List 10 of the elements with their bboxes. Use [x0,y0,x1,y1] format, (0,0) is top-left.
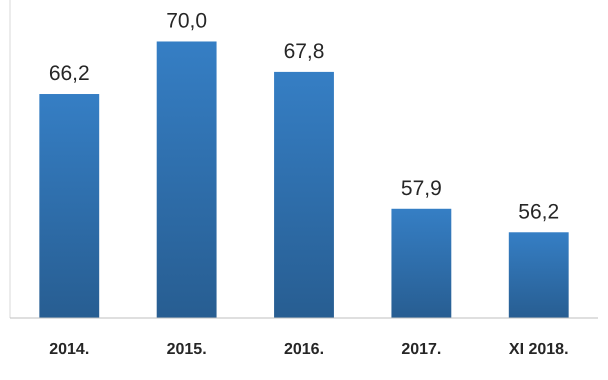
x-tick-label: 2015. [166,341,207,358]
data-label: 67,8 [284,40,324,63]
x-tick-label: 2016. [284,341,324,358]
x-tick-label: XI 2018. [508,341,569,358]
data-label: 56,2 [518,200,560,224]
data-label: 66,2 [48,62,90,86]
x-tick-label: 2017. [401,341,442,358]
data-label: 70,0 [166,9,208,32]
x-tick-label: 2014. [49,341,90,358]
data-label: 57,9 [400,176,442,200]
